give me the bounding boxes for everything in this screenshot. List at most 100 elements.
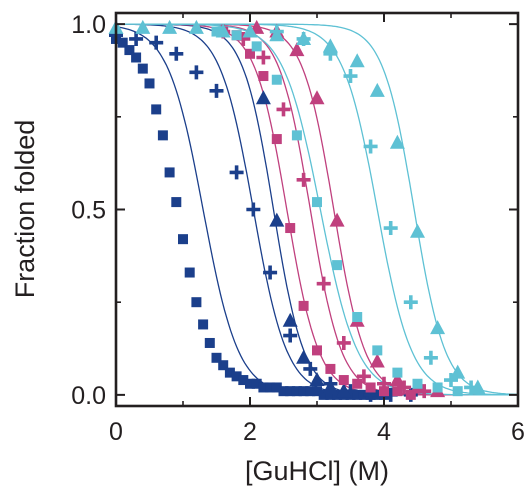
- point-plus-s4: [296, 172, 311, 187]
- point-square-s3: [258, 71, 269, 82]
- point-square-s0: [164, 167, 175, 178]
- point-square-s0: [218, 360, 229, 371]
- point-square-s0: [265, 382, 276, 393]
- point-square-s0: [124, 45, 135, 56]
- point-plus-s1: [303, 361, 318, 376]
- point-square-s0: [198, 319, 209, 330]
- point-triangle-s5: [289, 42, 305, 57]
- point-square-s3: [325, 363, 336, 374]
- point-triangle-s8: [242, 23, 258, 38]
- point-square-s6: [392, 367, 403, 378]
- point-square-s6: [412, 378, 423, 389]
- point-plus-s4: [397, 380, 412, 395]
- point-triangle-s5: [369, 353, 385, 368]
- point-square-s0: [151, 104, 162, 115]
- point-square-s0: [137, 63, 148, 74]
- x-tick-label: 0: [109, 418, 123, 446]
- point-plus-s7: [423, 350, 438, 365]
- point-triangle-s2: [336, 383, 352, 398]
- point-plus-s7: [383, 221, 398, 236]
- point-square-s0: [291, 386, 302, 397]
- fit-curve-7: [116, 23, 518, 396]
- fit-curve-0: [115, 26, 518, 396]
- point-square-s0: [285, 386, 296, 397]
- point-plus-s1: [149, 35, 164, 50]
- point-square-s3: [298, 300, 309, 311]
- point-square-s6: [452, 386, 463, 397]
- point-triangle-s2: [322, 379, 338, 394]
- point-plus-s1: [129, 31, 144, 46]
- point-triangle-s8: [162, 19, 178, 34]
- fit-curve-1: [116, 23, 518, 396]
- point-triangle-s8: [188, 19, 204, 34]
- point-square-s0: [258, 382, 269, 393]
- point-square-s0: [184, 267, 195, 278]
- point-triangle-s8: [450, 364, 466, 379]
- point-plus-s1: [263, 265, 278, 280]
- point-plus-s1: [246, 202, 261, 217]
- axis-ticks: 0 2 4 6 0.0 0.5 1.0: [71, 11, 525, 446]
- point-plus-s1: [229, 165, 244, 180]
- point-triangle-s8: [349, 53, 365, 68]
- point-square-s0: [332, 389, 343, 400]
- x-axis-title: [GuHCl] (M): [245, 456, 389, 486]
- point-square-s0: [171, 197, 182, 208]
- point-square-s0: [191, 297, 202, 308]
- fit-curve-5: [116, 23, 518, 396]
- point-square-s0: [305, 386, 316, 397]
- y-tick-label: 0.5: [71, 197, 106, 225]
- point-triangle-s8: [215, 23, 231, 38]
- fit-curve-2: [116, 23, 518, 396]
- point-square-s0: [245, 378, 255, 389]
- point-plus-s1: [189, 65, 204, 80]
- point-square-s0: [211, 352, 222, 363]
- point-triangle-s2: [269, 212, 285, 227]
- point-square-s6: [291, 130, 302, 141]
- point-triangle-s8: [470, 379, 486, 394]
- point-triangle-s8: [135, 19, 151, 34]
- point-plus-s7: [343, 69, 358, 84]
- point-triangle-s5: [309, 90, 325, 105]
- point-plus-s1: [209, 83, 224, 98]
- point-plus-s4: [316, 276, 331, 291]
- point-square-s0: [352, 389, 363, 400]
- point-triangle-s8: [322, 38, 338, 53]
- point-square-s0: [117, 37, 128, 48]
- point-square-s3: [392, 386, 403, 397]
- point-square-s3: [338, 375, 349, 386]
- point-plus-s7: [444, 373, 458, 388]
- point-square-s0: [157, 130, 168, 141]
- point-square-s6: [352, 312, 363, 323]
- point-square-s3: [271, 134, 282, 145]
- point-triangle-s8: [269, 27, 285, 42]
- point-square-s6: [332, 260, 343, 271]
- point-triangle-s8: [430, 320, 446, 335]
- point-plus-s7: [363, 139, 378, 154]
- point-square-s6: [211, 26, 222, 37]
- point-triangle-s2: [282, 312, 298, 327]
- point-square-s3: [405, 389, 416, 400]
- point-square-s3: [379, 386, 389, 397]
- point-square-s0: [131, 52, 142, 63]
- point-plus-s4: [256, 50, 271, 65]
- point-square-s0: [238, 375, 249, 386]
- x-tick-label: 4: [377, 418, 391, 446]
- fit-curve-6: [116, 23, 518, 396]
- point-square-s0: [312, 386, 322, 397]
- point-square-s0: [204, 337, 215, 348]
- point-plus-s4: [276, 102, 291, 117]
- point-square-s3: [245, 48, 255, 59]
- point-square-s0: [325, 389, 336, 400]
- point-square-s3: [285, 223, 296, 234]
- point-triangle-s8: [369, 82, 385, 97]
- y-tick-label: 0.0: [71, 382, 106, 410]
- point-triangle-s8: [296, 30, 312, 45]
- x-tick-label: 6: [511, 418, 525, 446]
- point-triangle-s5: [329, 212, 345, 227]
- point-square-s0: [298, 386, 309, 397]
- point-square-s0: [271, 382, 282, 393]
- point-square-s6: [271, 74, 282, 85]
- point-plus-s4: [336, 335, 351, 350]
- point-triangle-s2: [309, 372, 325, 387]
